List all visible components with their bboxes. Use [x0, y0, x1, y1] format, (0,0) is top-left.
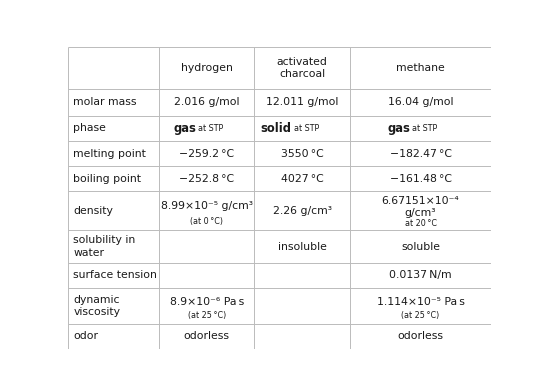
Text: soluble: soluble: [401, 241, 440, 252]
Text: surface tension: surface tension: [73, 270, 157, 280]
Text: dynamic
viscosity: dynamic viscosity: [73, 295, 120, 317]
Text: insoluble: insoluble: [277, 241, 327, 252]
Text: odorless: odorless: [184, 331, 230, 341]
Text: phase: phase: [73, 123, 106, 133]
Text: −182.47 °C: −182.47 °C: [389, 149, 452, 159]
Text: −259.2 °C: −259.2 °C: [179, 149, 234, 159]
Text: 6.67151×10⁻⁴
g/cm³: 6.67151×10⁻⁴ g/cm³: [382, 196, 459, 218]
Text: 12.011 g/mol: 12.011 g/mol: [266, 98, 338, 107]
Text: density: density: [73, 206, 113, 216]
Text: 16.04 g/mol: 16.04 g/mol: [388, 98, 453, 107]
Text: boiling point: boiling point: [73, 174, 141, 184]
Text: 8.99×10⁻⁵ g/cm³: 8.99×10⁻⁵ g/cm³: [161, 201, 253, 211]
Text: at STP: at STP: [412, 124, 437, 133]
Text: molar mass: molar mass: [73, 98, 137, 107]
Text: melting point: melting point: [73, 149, 146, 159]
Text: (at 25 °C): (at 25 °C): [188, 311, 226, 320]
Text: (at 25 °C): (at 25 °C): [401, 311, 440, 320]
Text: at STP: at STP: [294, 124, 319, 133]
Text: −252.8 °C: −252.8 °C: [179, 174, 234, 184]
Text: −161.48 °C: −161.48 °C: [389, 174, 452, 184]
Text: solid: solid: [260, 122, 292, 135]
Text: gas: gas: [174, 122, 196, 135]
Text: gas: gas: [387, 122, 410, 135]
Text: odor: odor: [73, 331, 98, 341]
Text: at 20 °C: at 20 °C: [405, 219, 436, 228]
Text: 2.26 g/cm³: 2.26 g/cm³: [272, 206, 331, 216]
Text: 1.114×10⁻⁵ Pa s: 1.114×10⁻⁵ Pa s: [377, 296, 465, 307]
Text: hydrogen: hydrogen: [181, 63, 233, 73]
Text: 3550 °C: 3550 °C: [281, 149, 323, 159]
Text: 0.0137 N/m: 0.0137 N/m: [389, 270, 452, 280]
Text: at STP: at STP: [198, 124, 224, 133]
Text: methane: methane: [396, 63, 445, 73]
Text: odorless: odorless: [397, 331, 443, 341]
Text: 2.016 g/mol: 2.016 g/mol: [174, 98, 240, 107]
Text: 8.9×10⁻⁶ Pa s: 8.9×10⁻⁶ Pa s: [170, 296, 244, 307]
Text: (at 0 °C): (at 0 °C): [191, 217, 223, 226]
Text: activated
charcoal: activated charcoal: [277, 57, 328, 79]
Text: 4027 °C: 4027 °C: [281, 174, 323, 184]
Text: solubility in
water: solubility in water: [73, 235, 135, 258]
